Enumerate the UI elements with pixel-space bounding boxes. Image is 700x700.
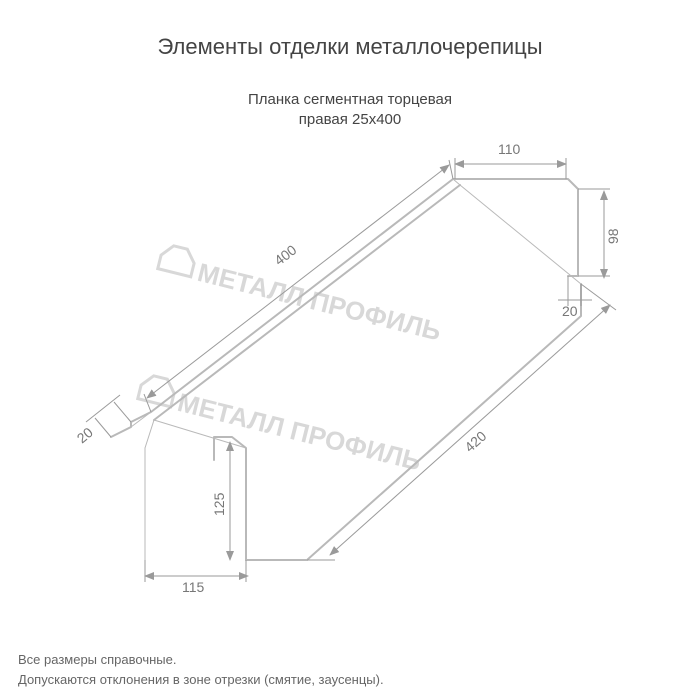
- watermark-text-2: МЕТАЛЛ ПРОФИЛЬ: [175, 387, 425, 477]
- diagram-svg: МЕТАЛЛ ПРОФИЛЬ МЕТАЛЛ ПРОФИЛЬ: [0, 0, 700, 700]
- footnote-2: Допускаются отклонения в зоне отрезки (с…: [18, 672, 384, 687]
- dim-400: 400: [271, 241, 299, 268]
- watermark-group: МЕТАЛЛ ПРОФИЛЬ МЕТАЛЛ ПРОФИЛЬ: [136, 243, 445, 476]
- dim-20-left: 20: [74, 424, 96, 446]
- dim-110: 110: [498, 141, 521, 157]
- dim-125: 125: [211, 492, 227, 516]
- page: Элементы отделки металлочерепицы Планка …: [0, 0, 700, 700]
- dim-115: 115: [182, 579, 205, 595]
- watermark-text-1: МЕТАЛЛ ПРОФИЛЬ: [195, 257, 445, 347]
- dim-20-tr: 20: [562, 303, 578, 319]
- footnote-1: Все размеры справочные.: [18, 652, 176, 667]
- dim-420: 420: [461, 428, 489, 456]
- dimensions: 400 110 98 20 420 125: [74, 141, 621, 595]
- part-outline: [111, 179, 581, 560]
- dim-98: 98: [605, 228, 621, 244]
